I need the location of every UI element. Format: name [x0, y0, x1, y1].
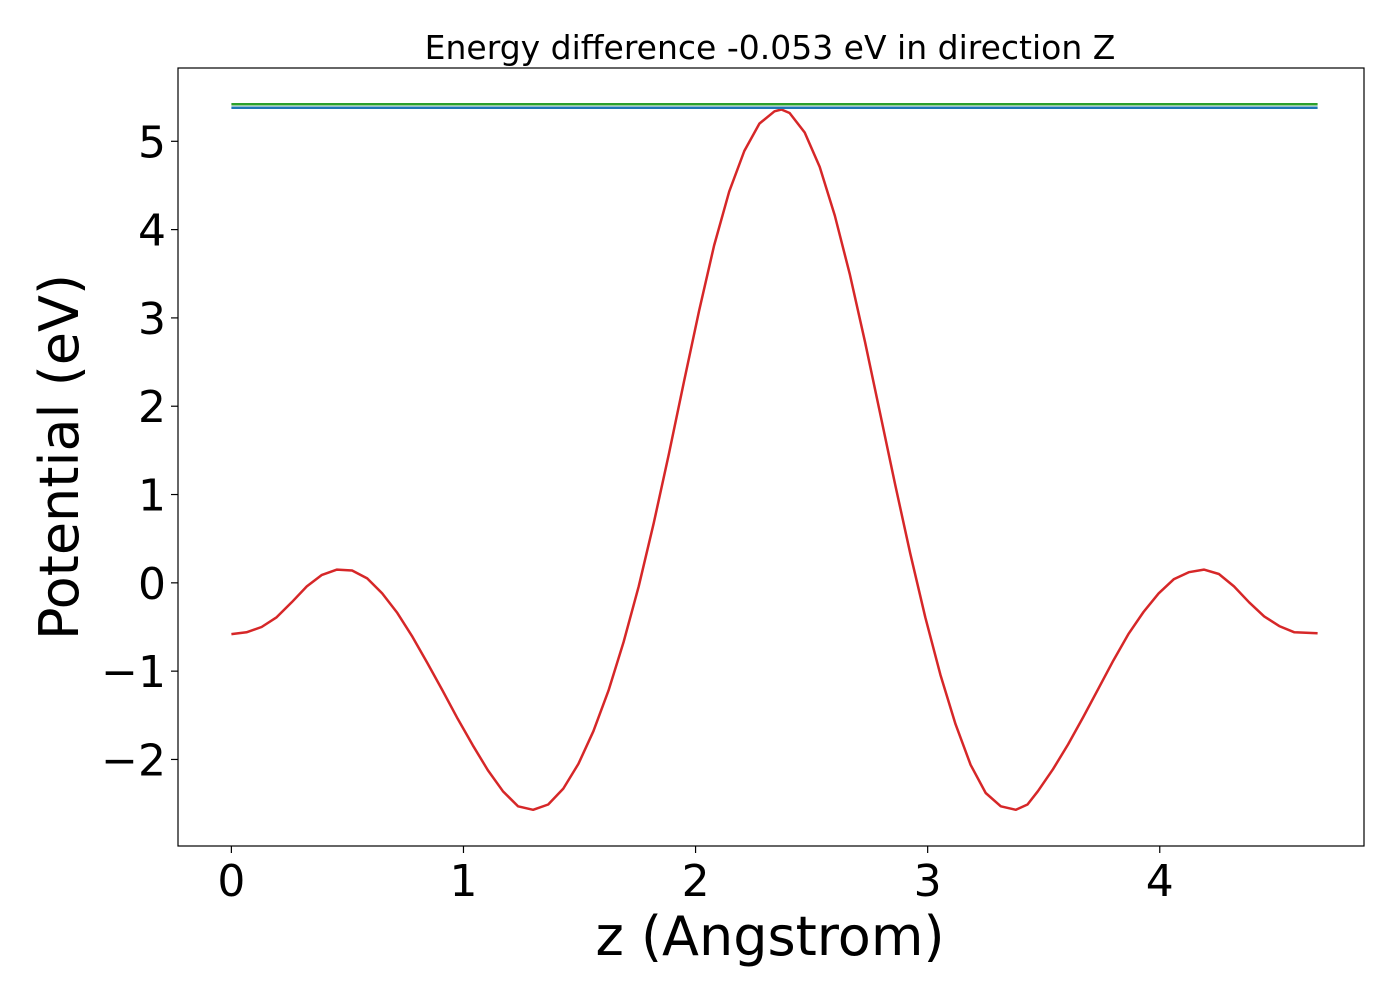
chart-title: Energy difference -0.053 eV in direction… [425, 28, 1116, 67]
y-tick-label: 2 [138, 382, 166, 433]
series-line-0 [231, 108, 1318, 812]
x-tick-label: 2 [682, 856, 710, 907]
y-tick-label: 5 [138, 117, 166, 168]
plot-area [231, 102, 1318, 812]
y-axis: −2 −1 0 1 2 3 4 5 [101, 117, 178, 786]
y-tick-label: 4 [138, 206, 166, 257]
x-axis: 0 1 2 3 4 [217, 846, 1174, 907]
x-tick-label: 4 [1146, 856, 1174, 907]
y-tick-label: −2 [101, 735, 166, 786]
x-tick-label: 3 [914, 856, 942, 907]
x-axis-label: z (Angstrom) [595, 905, 944, 968]
y-tick-label: −1 [101, 647, 166, 698]
y-axis-label: Potential (eV) [28, 274, 91, 640]
y-tick-label: 3 [138, 294, 166, 345]
x-tick-label: 1 [449, 856, 477, 907]
y-tick-label: 0 [138, 559, 166, 610]
y-tick-label: 1 [138, 471, 166, 522]
plot-frame [177, 67, 1365, 847]
x-tick-label: 0 [217, 856, 245, 907]
